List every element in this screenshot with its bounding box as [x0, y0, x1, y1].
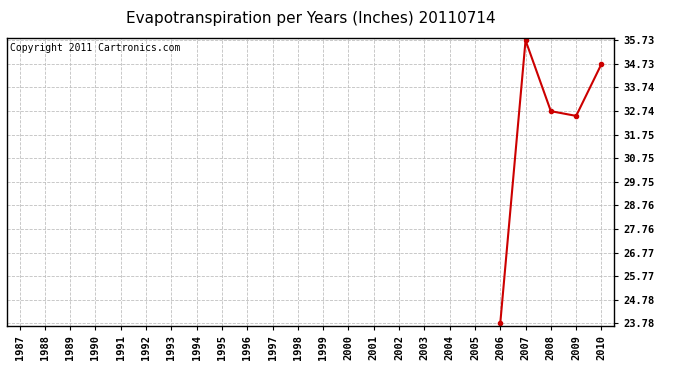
- Text: Copyright 2011 Cartronics.com: Copyright 2011 Cartronics.com: [10, 43, 180, 53]
- Text: Evapotranspiration per Years (Inches) 20110714: Evapotranspiration per Years (Inches) 20…: [126, 11, 495, 26]
